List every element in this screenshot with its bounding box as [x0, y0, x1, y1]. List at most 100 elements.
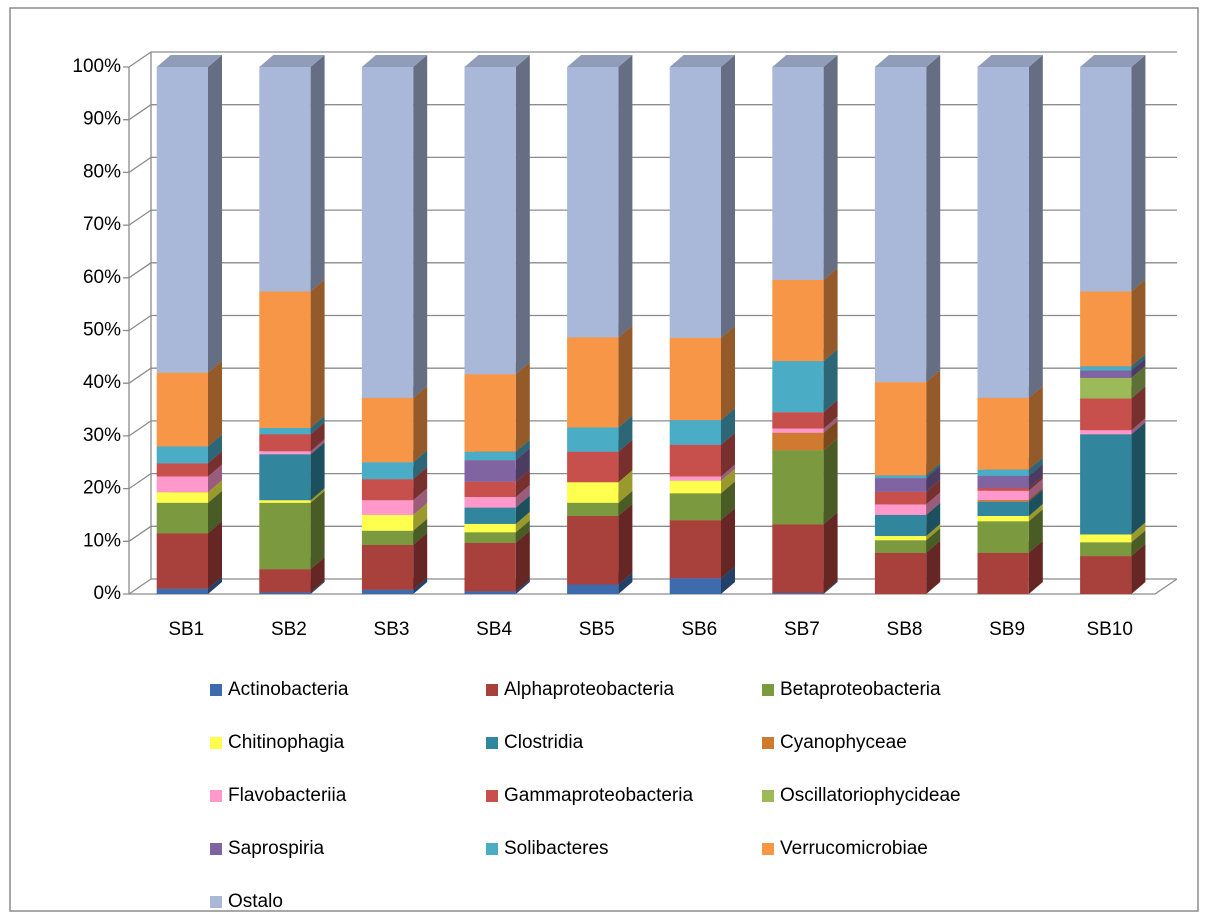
bar-segment — [977, 488, 1029, 491]
bar-segment — [772, 67, 824, 280]
x-tick-label: SB9 — [989, 619, 1025, 640]
bar-segment — [977, 469, 1029, 476]
bar-side — [208, 360, 223, 447]
bar-segment — [464, 507, 516, 524]
legend-swatch — [210, 790, 222, 802]
bar-side — [618, 490, 633, 517]
bar-side — [310, 557, 325, 593]
bar-side — [515, 520, 530, 543]
bar-segment — [1080, 291, 1132, 367]
bar-top — [1080, 55, 1146, 67]
bar-segment — [567, 482, 619, 503]
bar-top — [259, 55, 325, 67]
bar-side — [926, 466, 941, 492]
legend-swatch — [486, 790, 498, 802]
x-tick-label: SB10 — [1086, 619, 1132, 640]
bar-segment — [361, 479, 414, 501]
bar-segment — [1080, 366, 1132, 371]
bar-side — [310, 488, 325, 503]
y-tick-label: 40% — [83, 372, 121, 393]
x-tick-label: SB6 — [681, 619, 717, 640]
bar-segment — [156, 67, 209, 373]
y-tick-label: 0% — [94, 583, 122, 604]
bar-side — [515, 362, 530, 452]
bar-side — [1131, 522, 1146, 543]
bar-segment — [669, 420, 722, 445]
legend-swatch — [210, 843, 222, 855]
legend-swatch — [486, 843, 498, 855]
bar-segment — [1080, 377, 1132, 399]
bar-side — [413, 502, 428, 531]
bar-top — [464, 55, 530, 67]
bar-segment — [464, 523, 516, 533]
bar-segment — [156, 533, 209, 589]
bar-segment — [772, 432, 824, 451]
bar-side — [1131, 354, 1146, 371]
legend-label: Saprospiria — [228, 838, 325, 859]
bar-side — [515, 55, 530, 375]
bar-side — [1131, 386, 1146, 431]
bar-segment — [772, 361, 824, 413]
bar-segment — [669, 480, 722, 494]
bar-side — [926, 492, 941, 515]
legend-swatch — [210, 737, 222, 749]
x-tick-label: SB4 — [476, 619, 512, 640]
bar-segment — [874, 540, 927, 553]
bar-side — [1131, 358, 1146, 378]
grid-line — [123, 525, 1177, 542]
bar-segment — [361, 544, 414, 590]
bar-segment — [567, 516, 619, 585]
bar-side — [515, 495, 530, 524]
bar-segment — [1080, 370, 1132, 378]
bar-segment — [567, 451, 619, 483]
legend-label: Betaproteobacteria — [780, 679, 941, 700]
bar-side — [310, 490, 325, 570]
bar-side — [208, 521, 223, 589]
bar-side — [515, 448, 530, 482]
bar-side — [1028, 504, 1043, 522]
grid-line — [123, 472, 1177, 490]
legend-label: Clostridia — [504, 732, 584, 753]
bar-side — [926, 502, 941, 537]
bar-segment — [464, 374, 516, 452]
bar-side — [1028, 478, 1043, 501]
x-tick-label: SB7 — [784, 619, 820, 640]
y-tick-label: 60% — [83, 267, 121, 288]
bar-side — [721, 408, 736, 445]
bar-segment — [567, 67, 619, 338]
x-tick-label: SB8 — [887, 619, 923, 640]
bar-segment — [259, 67, 311, 292]
bar-segment — [567, 337, 619, 428]
bar-segment — [669, 578, 722, 594]
bar-segment — [464, 481, 516, 498]
legend-swatch — [486, 737, 498, 749]
bar-segment — [977, 500, 1029, 502]
bar-segment — [669, 520, 722, 579]
bar-side — [823, 267, 838, 362]
bar-side — [515, 511, 530, 533]
bar-side — [1131, 365, 1146, 399]
y-tick-label: 20% — [83, 478, 121, 499]
bar-side — [1131, 418, 1146, 435]
bar-segment — [361, 500, 414, 515]
y-tick-label: 80% — [83, 161, 121, 182]
legend-label: Ostalo — [228, 891, 283, 912]
y-tick-label: 70% — [83, 214, 121, 235]
legend-label: Verrucomicrobiae — [780, 838, 928, 859]
bar-segment — [259, 291, 311, 428]
bar-segment — [156, 492, 209, 503]
bar-side — [618, 325, 633, 428]
bar-top — [772, 55, 838, 67]
legend-swatch — [210, 896, 222, 908]
bar-side — [413, 385, 428, 463]
bar-side — [1131, 530, 1146, 557]
bar-side — [515, 530, 530, 592]
bar-segment — [977, 521, 1029, 553]
bar-segment — [977, 552, 1029, 594]
bar-side — [721, 325, 736, 421]
bar-segment — [361, 530, 414, 545]
bar-side — [310, 415, 325, 435]
bar-segment — [156, 446, 209, 464]
bar-side — [926, 540, 941, 594]
bar-side — [413, 55, 428, 398]
